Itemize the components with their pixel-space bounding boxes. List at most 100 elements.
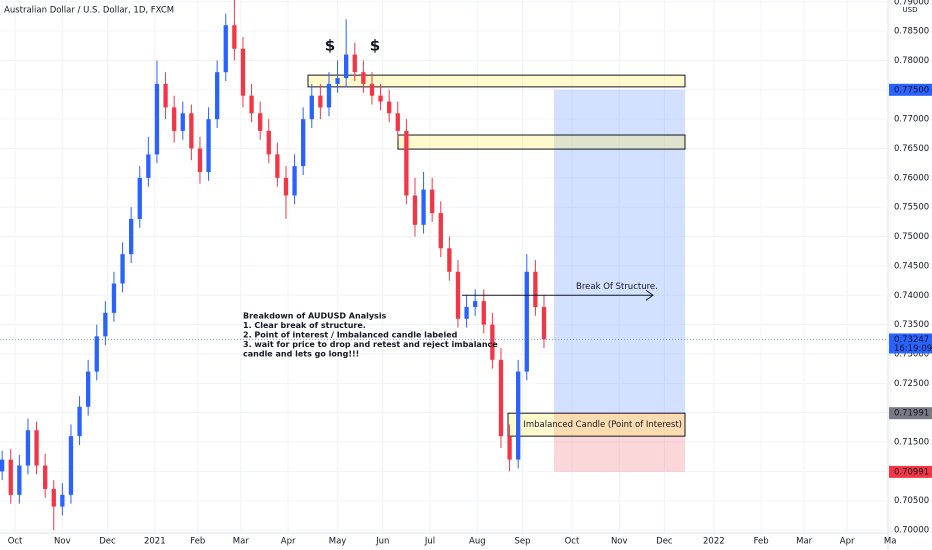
imbalance-zone — [507, 412, 686, 437]
candle-body — [455, 271, 461, 319]
candle-body — [352, 54, 357, 73]
price-label: 0.70991 — [894, 467, 929, 477]
price-label: 0.71991 — [894, 409, 929, 419]
candle-body — [361, 72, 366, 84]
y-tick-label: 0.73500 — [894, 320, 929, 330]
candle-body — [8, 459, 13, 495]
x-tick-label: Mar — [796, 537, 813, 547]
imbalance-label: Imbalanced Candle (Point of Interest) — [523, 420, 682, 430]
candle-body — [120, 254, 125, 284]
candle-body — [163, 83, 168, 108]
candle-body — [189, 113, 194, 149]
candle-body — [25, 430, 31, 466]
candle-body — [464, 307, 469, 319]
supply-zone — [307, 74, 686, 88]
stop-zone — [553, 413, 685, 472]
candle-body — [507, 436, 512, 460]
x-tick-label: Dec — [99, 537, 116, 547]
candle-body — [378, 95, 383, 102]
candle-body — [0, 459, 5, 472]
candle-body — [249, 95, 254, 114]
candle-body — [421, 189, 426, 225]
x-tick-label: Feb — [754, 537, 769, 547]
candle-body — [481, 301, 486, 325]
candle-body — [318, 95, 323, 108]
price-label-box — [889, 407, 932, 420]
marker: $ — [370, 37, 380, 55]
candle-body — [146, 154, 151, 178]
candle-body — [326, 83, 332, 108]
candle-body — [17, 465, 22, 495]
candle-body — [387, 101, 392, 114]
x-tick-label: Mar — [233, 537, 250, 547]
x-tick-label: Jul — [424, 537, 435, 547]
price-label: 0.77500 — [894, 85, 929, 95]
candle-body — [524, 271, 529, 372]
y-tick-label: 0.70000 — [894, 526, 929, 536]
x-tick-label: Nov — [611, 537, 628, 547]
candle-body — [395, 113, 400, 131]
candle-body — [86, 371, 91, 407]
price-label-box — [889, 465, 932, 478]
candle-body — [301, 119, 306, 167]
candle-body — [206, 119, 211, 172]
candle-body — [438, 213, 443, 249]
candle-body — [533, 271, 538, 308]
countdown: 16:19:09 — [894, 344, 932, 354]
note-line: Breakdown of AUDUSD Analysis — [243, 312, 387, 321]
supply-zone — [397, 134, 686, 150]
candle-body — [94, 336, 99, 372]
candle-body — [275, 154, 280, 178]
currency: USD — [903, 6, 918, 14]
candle-body — [51, 488, 56, 507]
candle-body — [34, 430, 39, 466]
candle-body — [292, 166, 297, 196]
marker: $ — [325, 37, 335, 55]
y-tick-label: 0.73000 — [894, 349, 929, 359]
x-tick-label: Aug — [469, 537, 486, 547]
candle-body — [111, 283, 117, 313]
y-tick-label: 0.77000 — [894, 115, 929, 125]
plot: Imbalanced Candle (Point of Interest) Bre… — [0, 0, 891, 533]
candle-body — [240, 48, 246, 96]
candle-body — [137, 177, 142, 219]
y-tick-label: 0.71500 — [894, 438, 929, 448]
candle-body — [197, 148, 203, 172]
candle-body — [68, 436, 74, 495]
y-tick-label: 0.70500 — [894, 496, 929, 506]
note-line: 2. Point of interest / Imbalanced candle… — [243, 331, 458, 340]
target-zone — [553, 89, 685, 414]
x-tick-label: May — [329, 537, 347, 547]
y-tick-label: 0.72500 — [894, 379, 929, 389]
x-tick-label: Ma — [884, 537, 897, 547]
candle-body — [223, 25, 228, 73]
x-tick-label: Dec — [656, 537, 673, 547]
x-tick-label: Sep — [514, 537, 530, 547]
candle-body — [490, 324, 495, 360]
x-tick-label: 2021 — [144, 537, 166, 547]
candle-body — [154, 83, 160, 155]
x-tick-label: Oct — [8, 537, 23, 547]
x-tick-label: Apr — [281, 537, 296, 547]
candle-body — [129, 218, 134, 255]
y-tick-label: 0.75000 — [894, 232, 929, 242]
bos-arrow — [645, 289, 654, 301]
candle-body — [412, 195, 418, 225]
y-tick-label: 0.76000 — [894, 173, 929, 183]
candle-body — [172, 107, 177, 131]
chart-title: Australian Dollar / U.S. Dollar, 1D, FXC… — [4, 6, 174, 16]
y-tick-label: 0.79000 — [894, 0, 929, 7]
candle-body — [60, 494, 65, 507]
y-tick-label: 0.74000 — [894, 291, 929, 301]
bos-label: Break Of Structure. — [576, 282, 658, 292]
x-tick-label: Apr — [840, 537, 855, 547]
price-label: 0.73247 — [894, 335, 929, 345]
candle-body — [335, 78, 340, 84]
candle-body — [103, 312, 108, 337]
note-line: 1. Clear break of structure. — [243, 321, 366, 330]
note-line: candle and lets go long!!! — [243, 350, 359, 359]
candle-body — [215, 72, 220, 120]
y-tick-label: 0.76500 — [894, 144, 929, 154]
candle-body — [258, 113, 263, 131]
